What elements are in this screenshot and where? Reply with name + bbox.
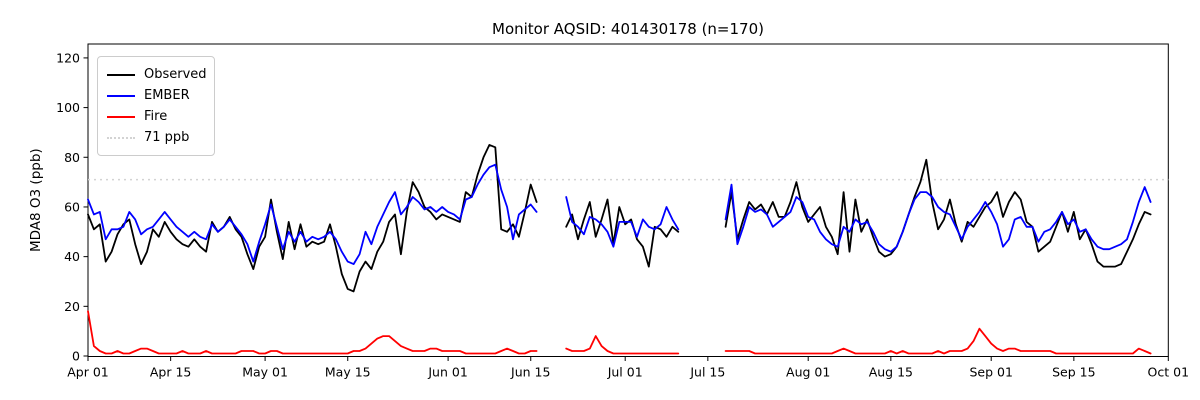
x-tick-label: Aug 01 (786, 365, 830, 380)
x-tick-label: Apr 15 (150, 365, 192, 380)
series-line-observed (724, 158, 1152, 268)
x-tick-label: Aug 15 (869, 365, 913, 380)
x-tick-label: Oct 01 (1148, 365, 1190, 380)
series-line-ember (724, 183, 1152, 253)
legend-label-fire: Fire (144, 109, 168, 124)
legend-line-ember (107, 94, 135, 97)
x-tick-label: Sep 01 (969, 365, 1012, 380)
legend-label-observed: Observed (144, 67, 207, 82)
legend-item-ember: EMBER (107, 85, 205, 106)
y-tick-label: 100 (56, 100, 80, 115)
x-tick-label: Sep 15 (1052, 365, 1095, 380)
legend-item-fire: Fire (107, 106, 205, 127)
x-tick-label: May 01 (242, 365, 288, 380)
legend: Observed EMBER Fire 71 ppb (97, 56, 215, 156)
series-line-observed (565, 198, 680, 268)
legend-line-observed (107, 73, 135, 76)
y-tick-label: 20 (64, 299, 80, 314)
x-tick-label: Apr 01 (67, 365, 109, 380)
series-line-fire (724, 327, 1152, 355)
legend-label-threshold: 71 ppb (144, 130, 190, 145)
y-tick-label: 80 (64, 150, 80, 165)
series-line-observed (87, 143, 538, 293)
legend-label-ember: EMBER (144, 88, 190, 103)
chart-title: Monitor AQSID: 401430178 (n=170) (492, 20, 764, 38)
legend-line-fire (107, 115, 135, 118)
legend-line-threshold (107, 136, 135, 139)
x-tick-label: Jul 15 (689, 365, 725, 380)
y-tick-label: 120 (56, 50, 80, 65)
legend-item-threshold: 71 ppb (107, 127, 205, 148)
plot-spines (87, 43, 1169, 357)
series-line-fire (87, 310, 538, 355)
x-tick-label: Jun 01 (427, 365, 467, 380)
x-tick-label: May 15 (325, 365, 371, 380)
series-line-fire (565, 335, 680, 355)
y-tick-label: 0 (72, 349, 80, 364)
series-line-ember (565, 196, 680, 248)
y-tick-label: 60 (64, 199, 80, 214)
y-axis-label: MDA8 O3 (ppb) (28, 148, 44, 252)
y-tick-label: 40 (64, 249, 80, 264)
legend-item-observed: Observed (107, 64, 207, 85)
x-tick-label: Jul 01 (607, 365, 643, 380)
x-tick-label: Jun 15 (510, 365, 550, 380)
series-line-ember (87, 163, 538, 266)
